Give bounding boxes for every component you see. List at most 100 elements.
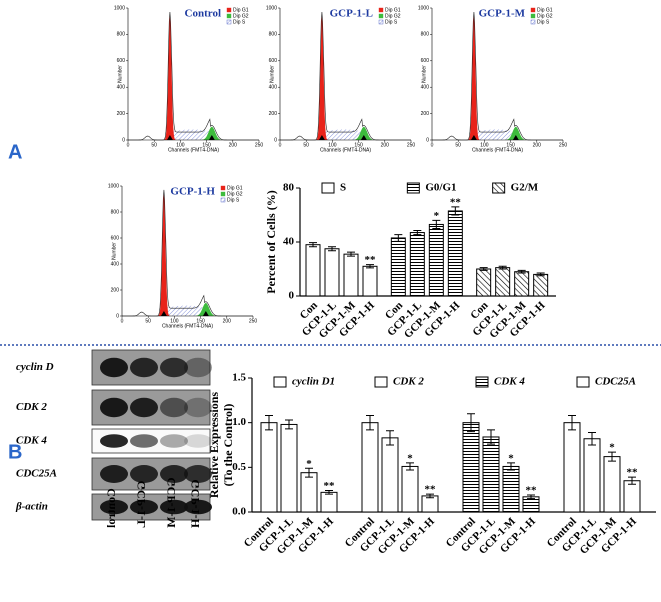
legend-label: CDC25A <box>595 376 636 388</box>
peak-marker <box>318 135 325 140</box>
bar <box>305 244 321 297</box>
blot-band <box>160 465 188 483</box>
error-bar <box>467 413 475 433</box>
x-axis-label: Channels (FMT4-DNA) <box>168 147 219 153</box>
histogram-outline <box>128 11 259 141</box>
bar <box>300 472 318 513</box>
y-tick-label: 80 <box>283 182 295 194</box>
legend-swatch <box>530 19 536 25</box>
bar <box>320 491 338 513</box>
legend-swatch <box>406 182 420 194</box>
error-bar <box>479 267 488 271</box>
y-axis-label: Number <box>111 242 117 260</box>
flow-title: Control <box>185 8 221 20</box>
legend-label: G2/M <box>511 182 539 194</box>
legend-label: Dip G2 <box>227 191 243 197</box>
error-bar <box>366 264 374 269</box>
bar <box>421 495 439 513</box>
bar <box>476 268 492 297</box>
significance: * <box>609 442 615 454</box>
y-tick-label: 600 <box>269 58 278 64</box>
x-tick-label: 50 <box>145 318 151 324</box>
error-bar <box>305 467 313 478</box>
significance: ** <box>627 467 639 479</box>
x-tick-label: 0 <box>431 142 434 148</box>
peak-marker <box>166 135 173 140</box>
flow-title: GCP-1-L <box>330 8 373 20</box>
y-tick-label: 0 <box>116 313 119 319</box>
error-bar <box>487 429 495 445</box>
blot-band <box>130 357 158 378</box>
bar <box>495 267 511 297</box>
bar <box>361 422 379 513</box>
bar <box>533 273 549 297</box>
histogram-outline <box>432 11 563 141</box>
legend-swatch <box>492 182 506 194</box>
error-bar <box>498 265 507 270</box>
y-tick-label: 200 <box>421 111 430 117</box>
x-tick-label: 150 <box>196 318 205 324</box>
y-tick-label: 200 <box>111 287 120 293</box>
x-tick-label: 50 <box>455 142 461 148</box>
lane-label: GCP-1-H <box>188 479 202 528</box>
error-bar <box>527 494 535 500</box>
x-tick-label: 150 <box>202 142 211 148</box>
y-tick-label: 400 <box>111 261 120 267</box>
error-bar <box>328 246 336 252</box>
legend-swatch <box>530 7 536 13</box>
bar <box>381 437 399 513</box>
bar <box>343 253 359 297</box>
blot-band <box>100 357 128 378</box>
bar <box>603 456 621 513</box>
x-tick-label: 50 <box>303 142 309 148</box>
blot-row-label: β-actin <box>15 501 48 513</box>
significance: ** <box>526 485 538 497</box>
x-tick-label: 100 <box>480 142 489 148</box>
blot-band <box>184 357 212 378</box>
blot-band <box>184 434 212 448</box>
significance: ** <box>365 254 377 266</box>
legend-label: Dip S <box>537 19 550 25</box>
x-axis-label: Channels (FMT4-DNA) <box>472 147 523 153</box>
error-bar <box>536 272 545 277</box>
y-tick-label: 0 <box>122 137 125 143</box>
legend-label: G0/G1 <box>425 182 456 194</box>
legend-swatch <box>378 19 384 25</box>
y-axis-label: (To the Control) <box>221 404 235 487</box>
y-tick-label: 200 <box>269 111 278 117</box>
y-tick-label: 200 <box>117 111 126 117</box>
peak-marker <box>512 135 519 140</box>
legend-label: Dip G2 <box>385 13 401 19</box>
significance: * <box>508 452 514 464</box>
error-bar <box>517 269 526 274</box>
blot-row-label: CDK 4 <box>16 435 47 447</box>
legend-label: Dip S <box>227 197 240 203</box>
error-bar <box>426 493 434 499</box>
y-tick-label: 0 <box>289 290 295 302</box>
error-bar <box>366 415 374 431</box>
blot-band <box>100 434 128 448</box>
peak-marker <box>160 311 167 316</box>
bar <box>362 265 378 297</box>
flow-title: GCP-1-M <box>479 8 526 20</box>
x-tick-label: 150 <box>354 142 363 148</box>
legend-label: Dip G1 <box>537 7 553 13</box>
significance: ** <box>324 480 336 492</box>
blot-band <box>184 499 212 515</box>
y-axis-label: Number <box>421 65 427 83</box>
bar <box>428 223 444 297</box>
error-bar <box>432 219 441 229</box>
significance: * <box>407 452 413 464</box>
peak-marker <box>208 135 215 140</box>
bar <box>401 465 419 513</box>
legend-swatch <box>226 7 232 13</box>
blot-band <box>160 434 188 448</box>
error-bar <box>507 462 515 471</box>
y-tick-label: 0 <box>274 137 277 143</box>
x-tick-label: 250 <box>249 318 258 324</box>
bar <box>324 248 340 297</box>
error-bar <box>285 419 293 430</box>
error-bar <box>394 234 403 242</box>
legend-swatch <box>530 13 536 19</box>
panel-label: A <box>8 141 22 163</box>
